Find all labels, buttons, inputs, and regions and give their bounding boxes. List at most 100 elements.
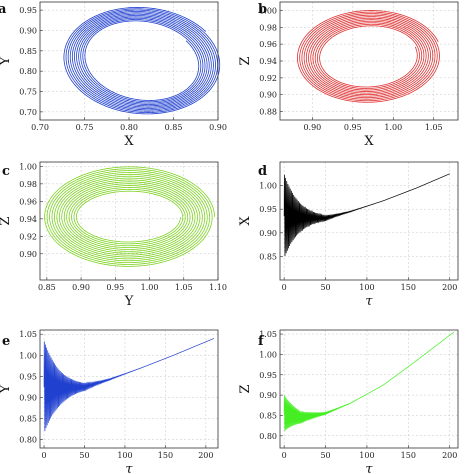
y-tick-label: 1.00 [259,350,277,359]
y-tick-label: 0.90 [19,393,37,402]
y-tick-label: 0.90 [259,229,277,238]
y-tick-label: 0.70 [19,108,37,117]
panel-a: 0.70 0.75 0.80 0.85 0.90 0.70 0.75 0.80 0.85 0.90… [0,1,227,149]
y-tick-label: 1.00 [259,6,277,15]
y-tick-label: 0.90 [19,250,37,259]
panel-label: c [2,164,10,179]
x-axis-label: τ [365,462,373,474]
panel-e: 0 50 100 150 200 0.80 0.85 0.90 0.95 1.00 1.05 τ Ye [0,329,219,474]
y-axis-label: X [238,216,253,226]
y-axis-label: Z [238,384,253,393]
series-line [44,166,215,267]
plot-frame [279,161,459,281]
x-tick-label: 0.75 [76,123,94,132]
y-tick-label: 0.75 [19,88,37,97]
y-tick-label: 0.85 [259,252,277,261]
x-tick-label: 50 [320,283,330,292]
x-tick-label: 0 [41,451,46,460]
plot-frame [39,329,219,449]
x-tick-label: 100 [117,451,132,460]
x-tick-label: 50 [320,451,330,460]
panel-label: d [258,164,267,179]
series-line [43,338,215,431]
x-tick-label: 100 [359,283,374,292]
x-axis-label: Y [124,294,134,309]
y-tick-label: 1.00 [259,182,277,191]
x-tick-label: 0.80 [120,123,138,132]
y-tick-label: 0.94 [259,57,277,66]
y-tick-label: 1.00 [19,351,37,360]
y-tick-label: 0.95 [259,205,277,214]
panel-c: 0.85 0.90 0.95 1.00 1.05 1.10 0.90 0.92 0.94 0.96… [0,161,227,309]
series-line [297,10,440,103]
y-tick-label: 0.90 [19,26,37,35]
x-tick-label: 200 [198,451,213,460]
x-tick-label: 0.95 [106,283,124,292]
y-tick-label: 0.88 [259,108,277,117]
y-tick-label: 0.85 [259,411,277,420]
y-tick-label: 0.90 [259,91,277,100]
y-tick-label: 0.80 [19,436,37,445]
x-tick-label: 0.70 [31,123,49,132]
x-tick-label: 1.00 [141,283,159,292]
x-tick-label: 1.05 [175,283,193,292]
y-tick-label: 0.80 [19,67,37,76]
x-tick-label: 0.95 [344,123,362,132]
y-tick-label: 0.96 [19,197,37,206]
x-tick-label: 0 [282,283,287,292]
panel-label: a [0,2,7,17]
y-tick-label: 0.95 [19,372,37,381]
y-tick-label: 1.00 [19,162,37,171]
y-tick-label: 0.85 [19,415,37,424]
plot-frame [39,1,219,121]
plot-frame [39,161,219,281]
panel-label: e [2,334,10,349]
x-tick-label: 0.90 [209,123,227,132]
y-tick-label: 0.92 [19,232,37,241]
x-axis-label: X [364,134,374,149]
y-axis-label: Z [238,56,253,65]
x-tick-label: 1.05 [425,123,443,132]
x-tick-label: 0.85 [38,283,56,292]
x-tick-label: 50 [79,451,89,460]
y-tick-label: 0.92 [259,74,277,83]
x-tick-label: 150 [401,283,416,292]
series-line [283,173,450,256]
x-tick-label: 100 [359,451,374,460]
y-tick-label: 0.85 [19,47,37,56]
plot-frame [279,329,459,449]
x-tick-label: 0.90 [72,283,90,292]
x-tick-label: 150 [401,451,416,460]
x-tick-label: 0.85 [165,123,183,132]
panel-b: 0.90 0.95 1.00 1.05 0.88 0.90 0.92 0.94 0.96 0.98… [238,1,459,149]
x-axis-label: X [124,134,134,149]
y-axis-label: Z [0,216,13,225]
x-tick-label: 200 [442,451,457,460]
x-tick-label: 1.00 [384,123,402,132]
y-tick-label: 0.95 [259,371,277,380]
y-tick-label: 0.96 [259,40,277,49]
y-tick-label: 0.80 [259,432,277,441]
y-tick-label: 1.05 [19,330,37,339]
y-tick-label: 0.98 [19,180,37,189]
x-tick-label: 0.90 [303,123,321,132]
y-axis-label: Y [0,56,13,66]
panel-f: 0 50 100 150 200 0.80 0.85 0.90 0.95 1.00 1.05 τ Zf [238,329,459,474]
panel-d: 0 50 100 150 200 0.85 0.90 0.95 1.00 τ Xd [238,161,459,309]
x-tick-label: 200 [442,283,457,292]
x-tick-label: 0 [282,451,287,460]
plot-frame [279,1,459,121]
y-tick-label: 0.90 [259,391,277,400]
y-tick-label: 1.05 [259,330,277,339]
series-line [63,7,221,115]
x-axis-label: τ [365,294,373,309]
x-axis-label: τ [125,462,133,474]
x-tick-label: 150 [158,451,173,460]
panel-label: f [258,334,265,349]
y-tick-label: 0.94 [19,215,37,224]
y-axis-label: Y [0,384,13,394]
series-line [283,331,455,432]
y-tick-label: 0.98 [259,23,277,32]
panel-label: b [258,2,267,17]
